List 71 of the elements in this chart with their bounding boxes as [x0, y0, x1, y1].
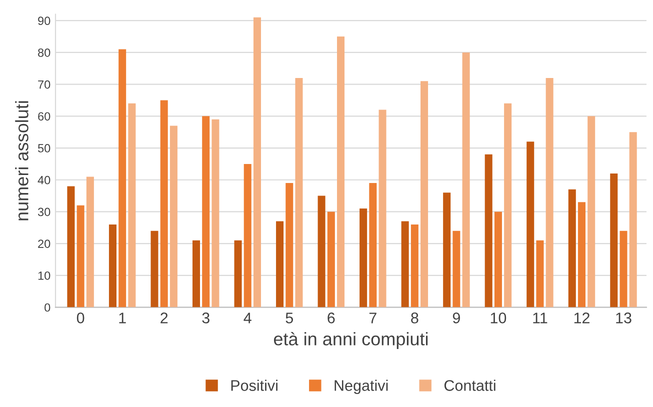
y-tick-label: 20: [38, 240, 50, 248]
x-tick-label: 2: [160, 312, 168, 324]
bar: [234, 240, 242, 308]
bar: [401, 221, 409, 308]
bar: [160, 100, 168, 308]
bar: [420, 81, 428, 308]
x-tick-label: 13: [616, 312, 632, 324]
legend-label: Positivi: [231, 380, 278, 391]
y-tick-label: 40: [38, 176, 50, 184]
bar: [568, 189, 576, 308]
y-tick-label: 60: [38, 112, 50, 121]
bar: [170, 126, 178, 308]
bar: [620, 230, 628, 308]
bar: [536, 240, 544, 308]
x-tick-label: 9: [452, 312, 460, 324]
bar: [212, 119, 220, 308]
x-tick-label: 12: [574, 312, 590, 324]
legend-label: Contatti: [444, 380, 496, 391]
bar: [443, 192, 451, 308]
x-tick-label: 7: [369, 312, 376, 324]
legend-label: Negativi: [334, 380, 388, 394]
y-tick-label: 70: [38, 80, 50, 89]
y-tick-label: 30: [38, 208, 50, 216]
bar: [67, 186, 75, 308]
bar: [546, 78, 554, 308]
y-tick-label: 90: [38, 16, 50, 26]
bar: [327, 212, 335, 308]
bar: [504, 103, 512, 308]
bar: [86, 176, 94, 308]
bar: [360, 208, 368, 308]
x-tick-label: 0: [76, 312, 84, 324]
bar: [610, 174, 618, 308]
bar: [462, 52, 470, 308]
bar: [118, 49, 126, 308]
bar: [286, 183, 294, 308]
bar: [276, 221, 284, 308]
bar: [369, 183, 377, 308]
x-tick-label: 5: [286, 312, 293, 324]
x-tick-label: 4: [244, 312, 252, 324]
bar: [494, 212, 502, 308]
bar: [410, 224, 418, 308]
y-tick-label: 80: [38, 48, 50, 57]
y-axis-title: numeri assoluti: [15, 101, 28, 220]
x-tick-label: 6: [328, 312, 335, 324]
bar: [336, 36, 345, 308]
y-tick-label: 10: [38, 271, 50, 280]
bar: [253, 17, 261, 308]
bar: [318, 196, 326, 308]
bar: [192, 240, 200, 308]
bar: [128, 103, 136, 308]
x-tick-label: 11: [533, 312, 548, 324]
bar: [378, 110, 386, 308]
bar: [452, 230, 460, 308]
y-tick-label: 0: [44, 303, 50, 312]
bar: [295, 78, 303, 308]
y-tick-label: 50: [38, 144, 50, 152]
bar: [150, 230, 158, 308]
x-tick-label: 8: [411, 312, 418, 324]
bar: [76, 205, 84, 308]
bar: [202, 116, 210, 308]
bar: [484, 154, 492, 308]
bar: [244, 164, 252, 308]
x-tick-label: 1: [119, 312, 126, 324]
bar: [526, 142, 534, 308]
bar: [108, 224, 116, 308]
bar: [629, 132, 637, 308]
x-axis-title: età in anni compiuti: [274, 332, 428, 349]
x-tick-label: 3: [202, 312, 210, 324]
bar: [578, 202, 586, 308]
bar: [588, 116, 596, 308]
x-tick-label: 10: [490, 312, 506, 324]
